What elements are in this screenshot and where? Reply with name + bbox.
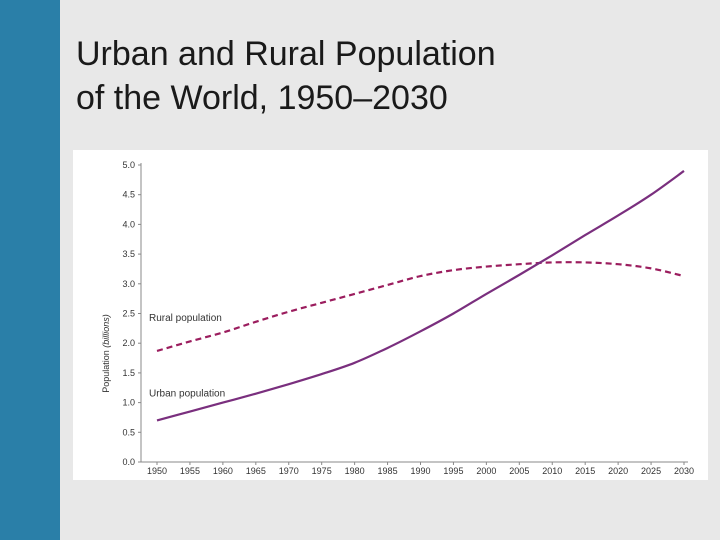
title-line-2: of the World, 1950–2030 [76,79,448,117]
y-tick-label: 0.5 [122,427,135,437]
y-tick-label: 4.0 [122,219,135,229]
x-tick-label: 1965 [246,466,266,476]
y-axis-title: Population (billions) [101,314,111,393]
y-tick-label: 4.5 [122,190,135,200]
x-tick-label: 1975 [312,466,332,476]
x-tick-label: 1955 [180,466,200,476]
x-tick-label: 1985 [378,466,398,476]
y-tick-label: 2.0 [122,338,135,348]
y-tick-label: 1.0 [122,398,135,408]
chart-panel: 0.0 0.5 1.0 1.5 2.0 2.5 3.0 3.5 4.0 4.5 5.0 1950 195… [73,150,708,480]
x-tick-label: 1990 [410,466,430,476]
y-tick-label: 1.5 [122,368,135,378]
y-axis-title-units: (billions) [101,314,111,348]
slide-title: Urban and Rural Population of the World,… [76,32,696,120]
labels-layer: Rural population Urban population [149,313,225,399]
x-tick-label: 2005 [509,466,529,476]
side-accent-bar [0,0,60,540]
y-axis-title-text: Population [101,348,111,393]
title-line-1: Urban and Rural Population [76,35,496,73]
x-tick-label: 1995 [443,466,463,476]
y-tick-label: 5.0 [122,160,135,170]
x-tick-label: 2015 [575,466,595,476]
rural-population-line [156,261,685,352]
x-tick-label: 1960 [213,466,233,476]
y-tick-label: 3.5 [122,249,135,259]
y-tick-label: 0.0 [122,457,135,467]
x-tick-label: 1970 [279,466,299,476]
x-tick-label: 1950 [147,466,167,476]
urban-population-label: Urban population [149,388,225,399]
chart: 0.0 0.5 1.0 1.5 2.0 2.5 3.0 3.5 4.0 4.5 5.0 1950 195… [101,160,694,476]
urban-population-line [156,170,685,422]
x-tick-label: 2000 [476,466,496,476]
y-tick-label: 3.0 [122,279,135,289]
series-layer [156,170,685,422]
x-tick-label: 2010 [542,466,562,476]
x-tick-label: 2025 [641,466,661,476]
x-tick-label: 2020 [608,466,628,476]
x-tick-label: 1980 [345,466,365,476]
rural-population-label: Rural population [149,313,222,324]
y-tick-label: 2.5 [122,309,135,319]
x-tick-label: 2030 [674,466,694,476]
chart-axes: 0.0 0.5 1.0 1.5 2.0 2.5 3.0 3.5 4.0 4.5 5.0 1950 195… [101,160,694,476]
